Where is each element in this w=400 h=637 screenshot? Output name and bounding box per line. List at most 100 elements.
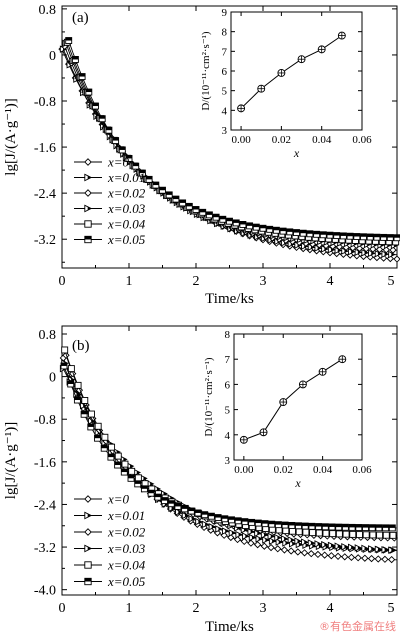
data-point bbox=[80, 410, 88, 418]
data-point bbox=[354, 544, 363, 552]
data-point-fill bbox=[304, 540, 308, 544]
data-point-fill bbox=[290, 538, 295, 542]
data-point-fill bbox=[208, 513, 215, 517]
data-point bbox=[205, 211, 213, 219]
inset-y-tick-label: 7 bbox=[222, 46, 228, 58]
data-point bbox=[65, 37, 73, 44]
data-point-fill bbox=[74, 397, 81, 401]
data-point-fill bbox=[371, 251, 375, 255]
data-point-fill bbox=[394, 234, 400, 238]
data-point bbox=[101, 433, 109, 441]
data-point-fill bbox=[384, 548, 388, 552]
data-point bbox=[281, 521, 289, 529]
data-point bbox=[286, 228, 294, 236]
data-point bbox=[201, 511, 209, 519]
x-tick-label: 5 bbox=[388, 274, 395, 289]
data-point bbox=[120, 468, 128, 476]
data-point bbox=[381, 545, 389, 554]
data-point-fill bbox=[260, 225, 266, 229]
data-point bbox=[346, 232, 354, 240]
data-point-fill bbox=[331, 543, 335, 548]
data-point bbox=[272, 226, 280, 234]
y-tick-label: -0.8 bbox=[34, 413, 56, 428]
data-point-fill bbox=[278, 540, 283, 544]
data-point bbox=[287, 547, 295, 555]
y-tick-label: 0.8 bbox=[39, 3, 57, 18]
data-point-fill bbox=[371, 547, 375, 551]
x-tick-label: 1 bbox=[126, 601, 133, 616]
inset-x-label: x bbox=[293, 146, 300, 160]
data-point-fill bbox=[114, 462, 121, 466]
data-point bbox=[287, 536, 296, 544]
data-point bbox=[382, 524, 390, 532]
data-point bbox=[328, 523, 336, 531]
data-point-fill bbox=[342, 524, 349, 528]
data-point bbox=[355, 524, 363, 531]
data-point bbox=[294, 537, 302, 545]
data-point-fill bbox=[245, 534, 249, 538]
data-point bbox=[87, 423, 95, 431]
data-point-fill bbox=[119, 146, 126, 150]
data-point bbox=[85, 88, 93, 96]
data-point bbox=[252, 223, 260, 231]
data-point-fill bbox=[277, 535, 281, 540]
data-point bbox=[366, 233, 374, 241]
data-point bbox=[327, 552, 335, 560]
legend-marker bbox=[84, 528, 92, 536]
data-point bbox=[181, 505, 189, 513]
data-point bbox=[282, 539, 290, 547]
data-point-fill bbox=[391, 548, 395, 552]
data-point bbox=[382, 531, 390, 539]
data-point bbox=[247, 539, 255, 547]
data-point-fill bbox=[121, 469, 128, 473]
legend-item: x=0.03 bbox=[74, 201, 146, 216]
data-point bbox=[60, 362, 68, 370]
inset-frame bbox=[230, 11, 363, 131]
data-point bbox=[315, 529, 323, 537]
data-point bbox=[254, 541, 262, 549]
data-point bbox=[381, 555, 389, 563]
data-point-fill bbox=[297, 539, 301, 543]
data-point-fill bbox=[235, 517, 242, 521]
legend-label: x=0.04 bbox=[107, 217, 146, 232]
inset-x-tick-label: 0.06 bbox=[352, 464, 372, 476]
data-point-fill bbox=[179, 199, 186, 203]
data-point bbox=[374, 555, 382, 563]
data-point bbox=[235, 530, 243, 539]
data-point bbox=[388, 546, 396, 554]
data-point bbox=[67, 365, 75, 373]
data-point-fill bbox=[384, 252, 388, 256]
data-point-fill bbox=[360, 233, 367, 237]
data-point bbox=[94, 434, 101, 442]
inset-frame bbox=[233, 333, 363, 461]
data-point bbox=[389, 531, 397, 539]
inset-y-tick-label: 6 bbox=[222, 66, 228, 78]
data-point bbox=[98, 115, 106, 123]
data-point-fill bbox=[246, 222, 253, 226]
legend-label: x=0.03 bbox=[107, 201, 146, 216]
legend-marker-fill bbox=[84, 236, 92, 240]
data-point-fill bbox=[205, 522, 209, 527]
inset-y-label: D/(10⁻¹¹·cm²·s⁻¹) bbox=[203, 357, 215, 437]
data-point bbox=[347, 553, 356, 561]
data-point bbox=[282, 527, 290, 535]
legend-label: x=0 bbox=[107, 492, 130, 507]
x-axis-label: Time/ks bbox=[205, 291, 254, 307]
data-point-fill bbox=[318, 544, 323, 549]
data-point bbox=[354, 554, 362, 562]
data-point bbox=[369, 531, 377, 539]
legend-marker bbox=[84, 173, 93, 182]
data-point bbox=[321, 540, 329, 549]
data-point bbox=[194, 509, 202, 517]
data-point bbox=[360, 233, 367, 241]
legend-item: x=0.04 bbox=[74, 558, 146, 573]
data-point-fill bbox=[387, 234, 394, 238]
data-point bbox=[73, 396, 81, 404]
data-point-fill bbox=[275, 521, 282, 525]
inset-y-tick-label: 8 bbox=[222, 27, 228, 39]
data-point bbox=[207, 512, 215, 520]
data-point bbox=[335, 523, 343, 531]
data-point-fill bbox=[391, 252, 395, 257]
data-point bbox=[388, 524, 396, 532]
data-point bbox=[228, 516, 235, 524]
